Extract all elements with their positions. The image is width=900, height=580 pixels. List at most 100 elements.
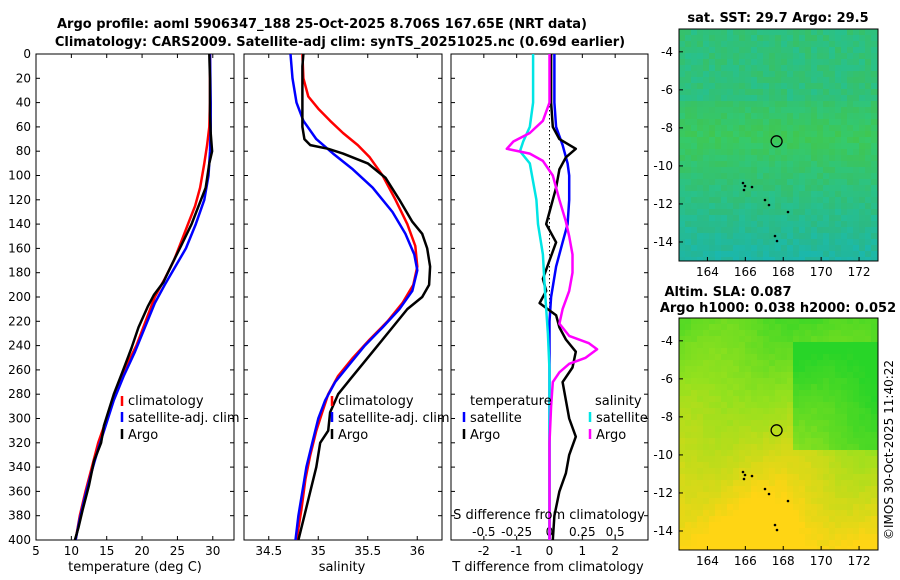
map-cell [703, 149, 709, 155]
map-cell [733, 450, 739, 456]
island-mark [741, 470, 745, 474]
x-tick-label: 30 [205, 544, 220, 558]
map-cell [835, 396, 841, 402]
map-cell [679, 432, 685, 438]
map-cell [847, 408, 853, 414]
map-cell [805, 251, 811, 257]
map-cell [751, 480, 757, 486]
map-cell [697, 83, 703, 89]
map-cell [709, 245, 715, 251]
map-cell [793, 89, 799, 95]
map-cell [829, 185, 835, 191]
map-cell [823, 239, 829, 245]
map-cell [787, 468, 793, 474]
map-cell [799, 414, 805, 420]
map-cell [691, 143, 697, 149]
map-cell [799, 203, 805, 209]
map-cell [805, 59, 811, 65]
map-cell [865, 516, 871, 522]
map-y-tick-label: -6 [661, 83, 673, 97]
map-cell [685, 227, 691, 233]
map-cell [715, 510, 721, 516]
map-cell [709, 426, 715, 432]
map-cell [865, 41, 871, 47]
map-cell [709, 143, 715, 149]
map-cell [745, 83, 751, 89]
map-cell [817, 125, 823, 131]
map-cell [703, 143, 709, 149]
map-cell [775, 209, 781, 215]
map-cell [781, 438, 787, 444]
map-cell [745, 390, 751, 396]
map-cell [811, 372, 817, 378]
map-cell [721, 47, 727, 53]
map-cell [721, 215, 727, 221]
map-cell [709, 360, 715, 366]
map-cell [709, 348, 715, 354]
island-mark [786, 210, 790, 214]
map-cell [763, 438, 769, 444]
map-cell [811, 95, 817, 101]
map-cell [781, 101, 787, 107]
map-cell [793, 324, 799, 330]
map-cell [745, 185, 751, 191]
map-cell [853, 125, 859, 131]
map-cell [841, 131, 847, 137]
map-cell [859, 468, 865, 474]
map-cell [769, 257, 775, 261]
map-cell [823, 420, 829, 426]
map-cell [799, 468, 805, 474]
map-cell [697, 209, 703, 215]
map-cell [727, 29, 733, 35]
map-cell [727, 203, 733, 209]
map-cell [739, 390, 745, 396]
map-cell [715, 444, 721, 450]
map-cell [721, 420, 727, 426]
map-cell [769, 113, 775, 119]
map-cell [811, 474, 817, 480]
temperature-legend: climatology satellite-adj. clim Argo [120, 394, 240, 443]
map-cell [853, 155, 859, 161]
map-cell [739, 360, 745, 366]
island-mark [767, 203, 771, 207]
map-cell [721, 77, 727, 83]
map-cell [835, 191, 841, 197]
map-cell [817, 59, 823, 65]
map-cell [769, 372, 775, 378]
map-cell [727, 546, 733, 550]
map-cell [691, 101, 697, 107]
map-cell [727, 360, 733, 366]
map-cell [775, 101, 781, 107]
map-cell [733, 336, 739, 342]
map-cell [871, 318, 877, 324]
map-cell [691, 239, 697, 245]
map-cell [823, 77, 829, 83]
map-cell [775, 546, 781, 550]
map-cell [679, 516, 685, 522]
y-tick-label: 120 [8, 193, 31, 207]
map-cell [751, 245, 757, 251]
map-cell [847, 161, 853, 167]
map-cell [697, 402, 703, 408]
map-cell [811, 53, 817, 59]
map-cell [787, 149, 793, 155]
map-cell [829, 197, 835, 203]
map-cell [679, 360, 685, 366]
map-cell [811, 492, 817, 498]
map-cell [715, 77, 721, 83]
map-cell [823, 474, 829, 480]
map-cell [853, 101, 859, 107]
map-cell [775, 420, 781, 426]
map-cell [697, 330, 703, 336]
map-cell [733, 462, 739, 468]
map-cell [841, 486, 847, 492]
map-cell [709, 101, 715, 107]
map-cell [865, 209, 871, 215]
map-cell [871, 474, 877, 480]
map-cell [733, 528, 739, 534]
map-cell [721, 185, 727, 191]
map-cell [727, 486, 733, 492]
map-cell [757, 119, 763, 125]
map-cell [787, 492, 793, 498]
y-tick-label: 200 [8, 290, 31, 304]
